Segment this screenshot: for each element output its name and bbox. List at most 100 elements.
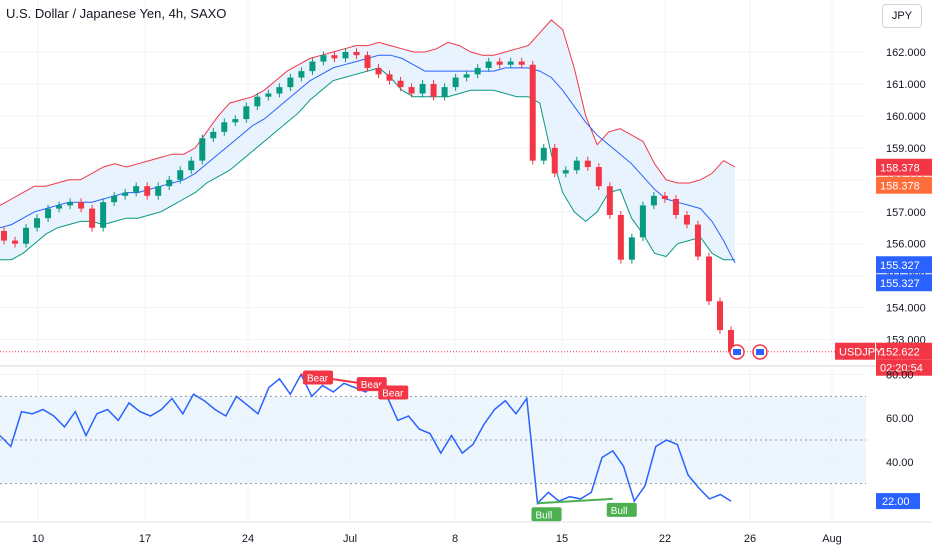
bull-label: [531, 507, 562, 522]
candle: [188, 160, 195, 171]
rsi-line: [0, 372, 732, 505]
event-flag-icon: [756, 349, 764, 355]
candle: [551, 147, 558, 174]
y-tick-label: 161.000: [886, 79, 926, 91]
candle: [496, 61, 503, 65]
candle: [353, 51, 360, 56]
candle: [342, 51, 349, 59]
x-tick-label: Jul: [343, 533, 357, 545]
candle: [78, 202, 85, 209]
x-tick-label: Aug: [822, 533, 842, 545]
candle: [452, 77, 459, 88]
candle: [309, 61, 316, 72]
price-label-text: 158.378: [880, 163, 920, 175]
candle: [67, 202, 74, 206]
candle: [221, 122, 228, 132]
candle: [144, 186, 151, 196]
candle: [540, 147, 547, 161]
y-tick-label: 156.000: [886, 239, 926, 251]
candle: [408, 87, 415, 94]
y-tick-label: 160.000: [886, 111, 926, 123]
candle: [375, 67, 382, 75]
rsi-tick-label: 40.00: [886, 457, 914, 469]
bear-label: [303, 370, 333, 385]
price-label: [876, 158, 932, 176]
candle: [298, 71, 305, 78]
bull-divergence-line: [537, 497, 613, 505]
candle: [628, 237, 635, 260]
candle: [287, 77, 294, 88]
candle: [485, 61, 492, 68]
candle: [155, 186, 162, 196]
candle: [474, 67, 481, 75]
candle: [56, 205, 63, 209]
candle: [133, 186, 140, 193]
candle: [705, 256, 712, 302]
candle: [265, 93, 272, 97]
candle: [584, 160, 591, 168]
candle: [23, 227, 30, 244]
rsi-current-label-text: 22.00: [882, 496, 910, 508]
candle: [111, 195, 118, 203]
candle: [694, 224, 701, 257]
candle: [606, 186, 613, 215]
x-tick-label: 24: [242, 533, 254, 545]
candle: [441, 87, 448, 97]
candle: [254, 96, 261, 107]
bull-label-text: Bull: [611, 506, 628, 517]
candle: [89, 208, 96, 228]
y-tick-label: 162.000: [886, 47, 926, 59]
x-tick-label: 17: [139, 533, 151, 545]
candle: [507, 61, 514, 65]
event-flag-icon: [733, 349, 741, 355]
candle: [430, 83, 437, 97]
chart-title: U.S. Dollar / Japanese Yen, 4h, SAXO: [6, 6, 227, 21]
price-label: [876, 176, 932, 194]
candle: [100, 202, 107, 228]
x-tick-label: 26: [744, 533, 756, 545]
candle: [243, 106, 250, 120]
bollinger-upper: [0, 19, 736, 206]
y-tick-label: 154.000: [886, 303, 926, 315]
price-label: [876, 274, 932, 292]
candle: [716, 301, 723, 331]
rsi-tick-label: 80.00: [886, 370, 914, 382]
currency-button[interactable]: JPY: [882, 4, 922, 28]
candle: [177, 170, 184, 180]
candle: [419, 83, 426, 94]
candle: [518, 61, 525, 65]
candle: [331, 55, 338, 59]
candle: [320, 55, 327, 62]
candle: [12, 240, 19, 244]
candle: [397, 80, 404, 88]
candle: [728, 330, 734, 353]
countdown-label: [876, 359, 932, 376]
y-tick-label: 157.000: [886, 207, 926, 219]
bear-label-text: Bear: [382, 388, 404, 399]
x-tick-label: 22: [659, 533, 671, 545]
price-label: [876, 342, 932, 360]
candle: [639, 205, 646, 238]
candle: [386, 74, 393, 81]
candle: [364, 55, 371, 68]
candle: [617, 214, 624, 260]
y-tick-label: 159.000: [886, 143, 926, 155]
candle: [463, 74, 470, 78]
candle: [595, 167, 602, 187]
symbol-label: [835, 342, 875, 360]
candle: [650, 195, 657, 206]
symbol-label-text: USDJPY: [839, 347, 883, 359]
candle: [562, 170, 569, 174]
x-tick-label: 10: [32, 533, 44, 545]
candle: [683, 214, 690, 225]
candle: [210, 131, 217, 139]
price-label: [876, 256, 932, 274]
candle: [166, 179, 173, 187]
price-label-text: 152.622: [880, 347, 920, 359]
candle: [122, 192, 129, 196]
candle: [661, 195, 668, 199]
price-label-text: 155.327: [880, 260, 920, 272]
bull-label: [606, 502, 637, 517]
candle: [232, 119, 239, 123]
